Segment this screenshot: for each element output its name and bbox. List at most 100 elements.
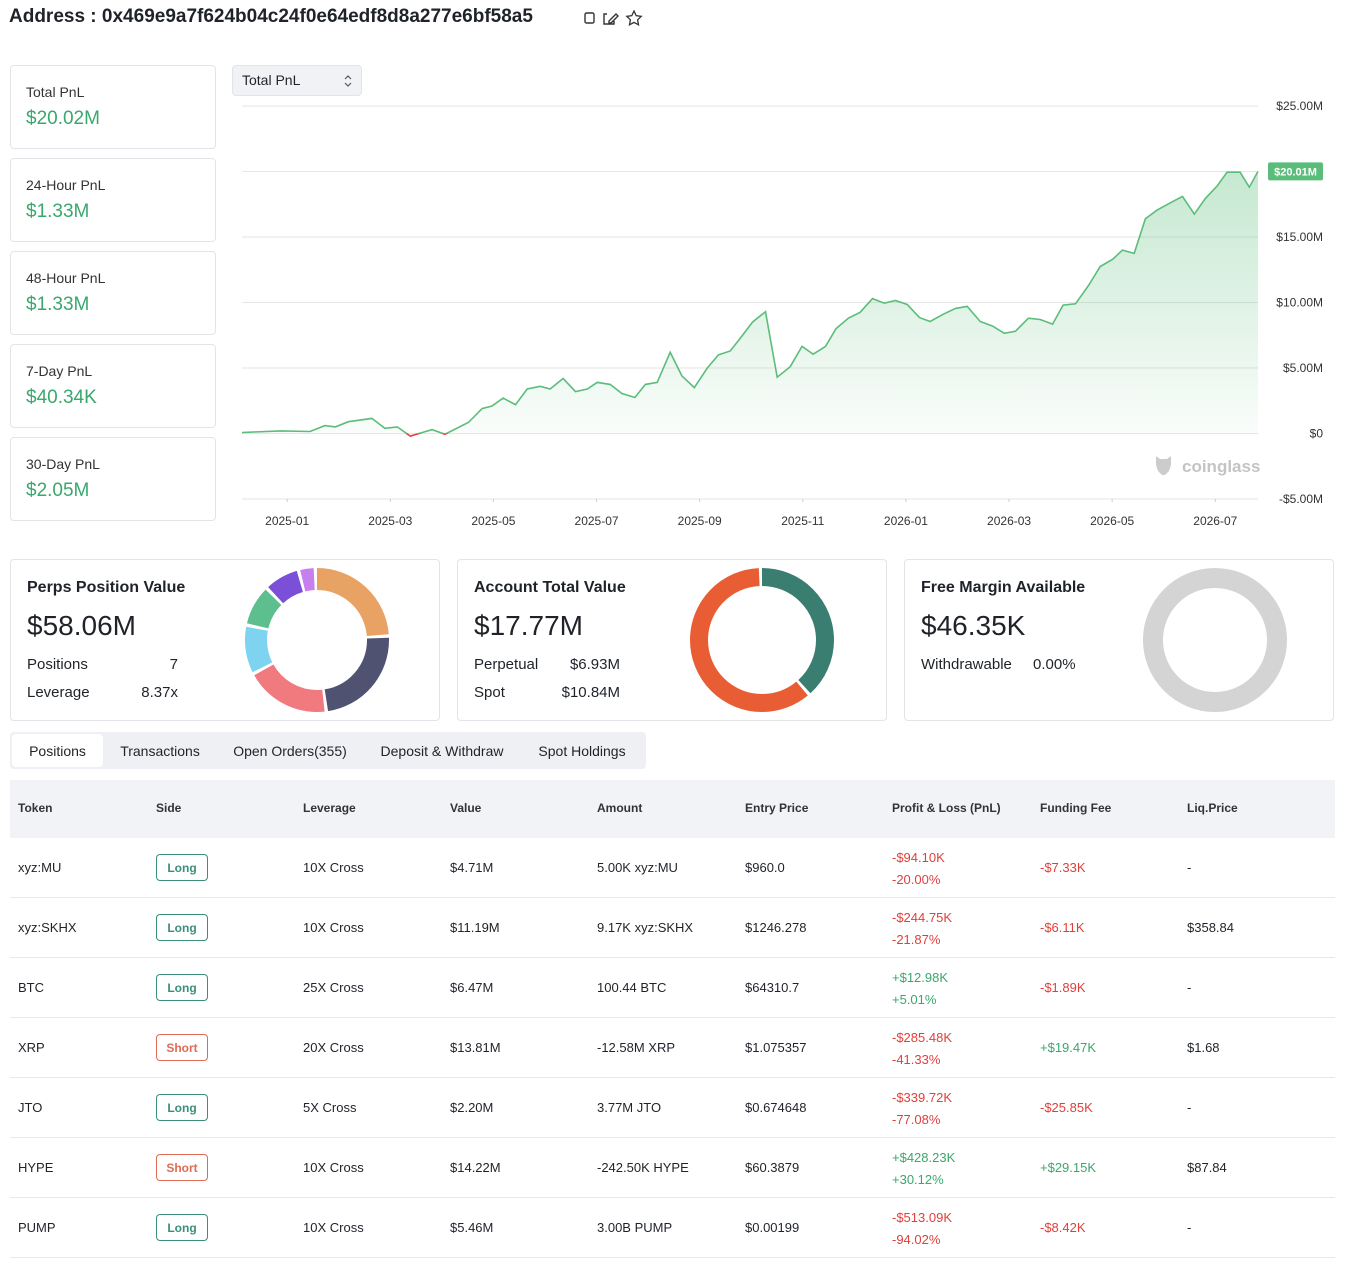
table-cell: -$25.85K [1040, 1100, 1093, 1115]
pnl-cell: -$513.09K [892, 1210, 952, 1225]
pnl-cell: +$12.98K [892, 970, 949, 985]
edit-icon[interactable] [603, 13, 619, 25]
table-cell: $1.68 [1187, 1040, 1220, 1055]
table-cell: 10X Cross [303, 860, 364, 875]
summary-card: Free Margin Available $46.35K Withdrawable… [904, 559, 1334, 721]
table-cell: $60.3879 [745, 1160, 800, 1175]
pnl-cell: -$339.72K [892, 1090, 952, 1105]
column-header: Value [450, 801, 482, 815]
donut-segment [690, 568, 834, 712]
x-tick-label: 2025-03 [368, 514, 412, 528]
pnl-cell: +5.01% [892, 992, 937, 1007]
summary-title: Perps Position Value [27, 579, 186, 596]
pnl-card: Total PnL $20.02M [10, 65, 216, 149]
pnl-area [242, 171, 1258, 437]
table-cell: $0.00199 [745, 1220, 800, 1235]
donut-chart [245, 568, 389, 712]
table-cell: - [1187, 1100, 1192, 1115]
x-tick-label: 2026-01 [884, 514, 928, 528]
tab[interactable]: Deposit & Withdraw [380, 742, 504, 759]
column-header: Entry Price [745, 801, 809, 815]
row-divider [10, 1077, 1335, 1078]
table-cell: $2.20M [450, 1100, 494, 1115]
table-cell: $13.81M [450, 1040, 501, 1055]
pnl-cell: +30.12% [892, 1172, 944, 1187]
tab[interactable]: Spot Holdings [538, 742, 626, 759]
table-header [10, 780, 1335, 838]
table-cell: xyz:SKHX [18, 920, 77, 935]
pnl-card-value: $1.33M [26, 201, 90, 222]
pnl-card: 24-Hour PnL $1.33M [10, 158, 216, 242]
table-cell: HYPE [18, 1160, 54, 1175]
selector-label[interactable]: Total PnL [242, 72, 301, 88]
summary-row-label: Positions [27, 656, 88, 673]
table-cell: xyz:MU [18, 860, 62, 875]
pnl-cell: -$244.75K [892, 910, 952, 925]
pnl-card: 48-Hour PnL $1.33M [10, 251, 216, 335]
table-cell: 5X Cross [303, 1100, 357, 1115]
watermark: coinglass [1182, 457, 1260, 476]
chart-selector[interactable]: Total PnL [232, 65, 362, 96]
table-cell: $11.19M [450, 920, 500, 935]
pnl-chart: -$5.00M$0$5.00M$10.00M$15.00M$20.00M$25.… [241, 99, 1323, 528]
tab[interactable]: Open Orders(355) [233, 742, 347, 759]
x-tick-label: 2025-11 [781, 514, 824, 528]
table-cell: $1246.278 [745, 920, 807, 935]
column-header: Liq.Price [1187, 801, 1238, 815]
row-divider [10, 957, 1335, 958]
summary-row-label: Leverage [27, 684, 90, 701]
pnl-cell: -77.08% [892, 1112, 941, 1127]
row-divider [10, 1137, 1335, 1138]
pnl-card-label: Total PnL [26, 84, 85, 100]
table-cell: +$29.15K [1040, 1160, 1097, 1175]
y-tick-label: $5.00M [1283, 361, 1323, 375]
selector-chevron[interactable] [344, 74, 352, 88]
pnl-cell: -21.87% [892, 932, 941, 947]
summary-title: Free Margin Available [921, 579, 1086, 596]
table-cell: 20X Cross [303, 1040, 364, 1055]
pnl-cell: -94.02% [892, 1232, 941, 1247]
donut-chart [1143, 568, 1287, 712]
table-cell: 3.00B PUMP [597, 1220, 673, 1235]
pnl-card: 7-Day PnL $40.34K [10, 344, 216, 428]
donut-chart [690, 568, 834, 712]
donut-segment [245, 568, 389, 712]
address-title: Address : 0x469e9a7f624b04c24f0e64edf8d8… [9, 6, 533, 28]
summary-value: $46.35K [921, 610, 1026, 641]
summary-row-value: $6.93M [569, 656, 620, 673]
tab[interactable]: Transactions [120, 742, 200, 759]
table-cell: 25X Cross [303, 980, 364, 995]
tab[interactable]: Positions [12, 734, 103, 767]
table-cell: $87.84 [1187, 1160, 1227, 1175]
table-cell: 100.44 BTC [597, 980, 667, 995]
address: 0x469e9a7f624b04c24f0e64edf8d8a277e6bf58… [101, 6, 533, 27]
summary-value: $17.77M [474, 610, 583, 641]
pnl-card-label: 7-Day PnL [26, 363, 93, 379]
pnl-cell: -$285.48K [892, 1030, 952, 1045]
table-cell: $14.22M [450, 1160, 501, 1175]
table-cell: $64310.7 [745, 980, 800, 995]
address-label: Address : [9, 6, 97, 27]
x-tick-label: 2026-07 [1193, 514, 1237, 528]
address-actions[interactable] [582, 9, 646, 27]
pnl-card-label: 48-Hour PnL [26, 270, 106, 286]
side-badge: Short [156, 1154, 208, 1181]
column-header: Token [18, 801, 53, 815]
column-header: Amount [597, 801, 643, 815]
summary-row-label: Spot [474, 684, 505, 701]
star-icon[interactable] [625, 9, 643, 27]
table-cell: BTC [18, 980, 44, 995]
pnl-card-value: $1.33M [26, 294, 90, 315]
x-tick-label: 2025-05 [471, 514, 515, 528]
table-cell: 10X Cross [303, 1220, 364, 1235]
table-cell: - [1187, 1220, 1192, 1235]
pnl-cell: -41.33% [892, 1052, 941, 1067]
table-cell: +$19.47K [1040, 1040, 1097, 1055]
side-badge: Long [156, 854, 208, 881]
x-tick-label: 2026-03 [987, 514, 1031, 528]
column-header: Side [156, 801, 182, 815]
side-badge: Long [156, 914, 208, 941]
y-tick-label: $25.00M [1276, 99, 1323, 113]
row-divider [10, 897, 1335, 898]
copy-icon[interactable] [584, 12, 595, 24]
